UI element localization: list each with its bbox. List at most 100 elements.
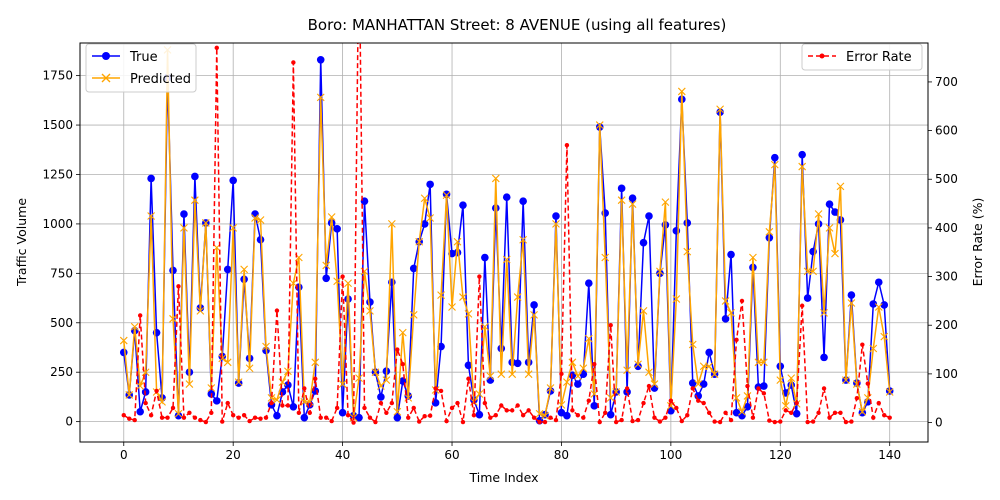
data-point-error-rate (696, 398, 701, 403)
data-point-error-rate (170, 405, 176, 411)
data-point-true (639, 238, 648, 247)
data-point-error-rate (799, 303, 805, 308)
data-point-error-rate (553, 417, 559, 423)
data-point-error-rate (132, 417, 137, 423)
data-point-error-rate (329, 418, 334, 424)
y-tick-label: 1500 (42, 118, 73, 132)
data-point-error-rate (827, 415, 832, 420)
data-point-error-rate (783, 408, 788, 413)
data-point-predicted (437, 291, 445, 299)
data-point-predicted (656, 267, 664, 276)
data-point-predicted (639, 307, 648, 315)
data-point-predicted (738, 407, 746, 416)
data-point-true (459, 201, 467, 209)
data-point-predicted (836, 182, 845, 191)
data-point-predicted (316, 93, 325, 102)
data-point-true (847, 291, 856, 299)
data-point-error-rate (285, 403, 291, 408)
data-point-error-rate (406, 415, 411, 420)
data-point-true (147, 174, 155, 183)
data-point-predicted (820, 308, 828, 317)
data-point-true (409, 264, 418, 273)
data-point-error-rate (378, 400, 384, 406)
data-point-true (645, 212, 653, 220)
data-point-error-rate (581, 415, 586, 420)
data-point-true (502, 193, 511, 202)
data-point-error-rate (860, 342, 865, 347)
data-point-predicted (393, 407, 402, 416)
x-tick-label: 60 (444, 448, 459, 462)
data-point-true (333, 225, 341, 233)
data-point-predicted (732, 394, 741, 402)
data-point-predicted (234, 378, 243, 386)
data-point-predicted (475, 390, 484, 398)
data-point-predicted (842, 376, 850, 385)
data-point-true (464, 361, 473, 370)
data-point-error-rate (772, 419, 778, 425)
data-point-error-rate (269, 400, 274, 406)
data-point-predicted (442, 191, 451, 200)
data-point-true (574, 380, 582, 388)
legend-predicted-marker (101, 73, 111, 83)
data-point-error-rate (334, 405, 340, 411)
data-point-predicted (147, 212, 156, 220)
data-point-error-rate (520, 413, 526, 418)
data-point-error-rate (230, 413, 236, 418)
data-point-error-rate (214, 45, 219, 51)
data-point-error-rate (663, 415, 668, 420)
data-point-error-rate (351, 420, 356, 425)
data-point-predicted (787, 374, 796, 383)
plot-frame (79, 42, 929, 443)
y-tick-label: 1000 (42, 217, 73, 231)
data-point-error-rate (159, 415, 165, 420)
x-tick-label: 20 (226, 448, 241, 462)
data-point-true (760, 382, 768, 390)
data-point-error-rate (674, 405, 679, 411)
data-point-error-rate (438, 388, 444, 394)
data-point-true (606, 410, 615, 419)
y-tick-label: 750 (50, 266, 73, 280)
x-tick-label: 140 (878, 448, 901, 462)
data-point-error-rate (280, 403, 285, 408)
y-tick-label: 1250 (42, 167, 73, 181)
data-point-error-rate (575, 413, 581, 418)
data-point-predicted (710, 370, 719, 379)
data-point-true (792, 409, 801, 418)
data-point-error-rate (717, 419, 723, 425)
data-point-error-rate (761, 391, 767, 396)
data-point-predicted (262, 342, 270, 351)
data-point-predicted (677, 87, 686, 96)
data-point-error-rate (427, 413, 433, 418)
data-point-predicted (453, 237, 462, 246)
data-point-error-rate (876, 400, 881, 406)
data-point-predicted (273, 395, 281, 404)
data-point-error-rate (493, 413, 498, 418)
data-point-true (136, 407, 144, 416)
data-point-error-rate (646, 383, 652, 389)
y2-tick-label: 600 (935, 124, 958, 138)
x-axis-ticks: 0 20 40 60 80 100 120 140 (120, 442, 901, 462)
data-point-error-rate (613, 419, 619, 425)
data-point-predicted (513, 293, 522, 301)
data-point-predicted (322, 261, 331, 270)
data-point-true (798, 150, 806, 159)
data-point-predicted (803, 267, 812, 276)
data-point-true (820, 353, 828, 362)
data-point-error-rate (499, 403, 504, 408)
data-point-predicted (727, 308, 735, 317)
data-point-true (585, 279, 593, 288)
data-point-true (825, 200, 834, 208)
data-point-error-rate (373, 419, 378, 425)
data-point-error-rate (630, 418, 635, 424)
data-point-predicted (759, 358, 768, 367)
data-point-error-rate (154, 388, 159, 394)
data-point-error-rate (597, 419, 602, 425)
data-point-true (426, 180, 434, 189)
legend-predicted-label: Predicted (130, 72, 191, 87)
data-point-predicted (387, 220, 396, 228)
series-predicted (119, 46, 894, 422)
x-tick-label: 100 (659, 448, 682, 462)
data-point-true (667, 406, 675, 415)
data-point-error-rate (471, 413, 477, 418)
data-point-true (212, 397, 221, 405)
